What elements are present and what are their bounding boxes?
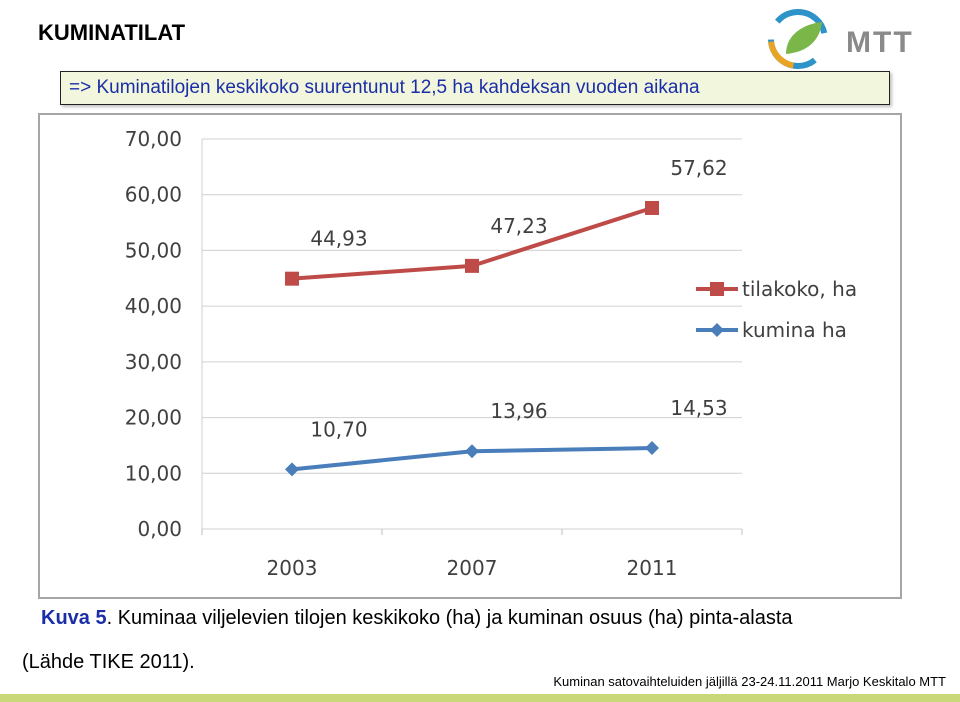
data-label: 57,62 <box>670 156 727 180</box>
caption-text: . Kuminaa viljelevien tilojen keskikoko … <box>106 607 793 629</box>
legend: tilakoko, ha kumina ha <box>696 277 857 342</box>
slide-title: KUMINATILAT <box>38 20 186 45</box>
data-label: 47,23 <box>490 214 547 238</box>
x-tick-label: 2007 <box>447 556 498 580</box>
figure-caption: Kuva 5. Kuminaa viljelevien tilojen kesk… <box>41 607 793 630</box>
y-tick-label: 40,00 <box>125 294 182 318</box>
line-chart: 0,0010,0020,0030,0040,0050,0060,0070,00 … <box>125 127 857 580</box>
legend-marker-square <box>710 282 724 296</box>
subtitle-box: => Kuminatilojen keskikoko suurentunut 1… <box>60 71 890 105</box>
logo-text: MTT <box>846 26 914 59</box>
chart-frame: 0,00 10,00 20,00 30,00 40,00 50,00 60,00 70,00 … <box>38 113 902 599</box>
y-tick-label: 0,00 <box>137 517 182 541</box>
y-tick-label: 20,00 <box>125 406 182 430</box>
subtitle-text: => Kuminatilojen keskikoko suurentunut 1… <box>69 77 700 98</box>
y-tick-label: 30,00 <box>125 350 182 374</box>
y-tick-label: 50,00 <box>125 238 182 262</box>
data-label: 13,96 <box>490 399 547 423</box>
data-label: 14,53 <box>670 396 727 420</box>
x-tick-label: 2011 <box>627 556 678 580</box>
data-label: 10,70 <box>310 417 367 441</box>
y-tick-label: 70,00 <box>125 127 182 151</box>
legend-label: tilakoko, ha <box>742 277 857 301</box>
data-point-diamond <box>465 444 479 459</box>
y-tick-label: 10,00 <box>125 461 182 485</box>
caption-source: (Lähde TIKE 2011). <box>22 651 195 673</box>
x-tick-label: 2003 <box>267 556 318 580</box>
caption-label: Kuva 5 <box>41 607 107 629</box>
mtt-logo: MTT <box>768 9 914 69</box>
data-point-square <box>645 200 659 215</box>
legend-label: kumina ha <box>742 318 847 342</box>
legend-marker-diamond <box>710 323 724 337</box>
data-point-diamond <box>285 462 299 477</box>
footer-text: Kuminan satovaihteluiden jäljillä 23-24.… <box>553 674 946 689</box>
data-label: 44,93 <box>310 227 367 251</box>
footer-bar <box>0 694 960 702</box>
x-axis-ticks: 2003 2007 2011 <box>267 556 678 580</box>
data-point-diamond <box>645 441 659 456</box>
y-axis-ticks: 0,00 10,00 20,00 30,00 40,00 50,00 60,00 70,00 <box>125 127 182 541</box>
data-point-square <box>465 258 479 273</box>
gridlines <box>201 138 743 535</box>
series-layer: 44,93 47,23 57,62 10,70 13,96 14,53 <box>285 156 728 477</box>
y-tick-label: 60,00 <box>125 183 182 207</box>
data-point-square <box>285 271 299 286</box>
